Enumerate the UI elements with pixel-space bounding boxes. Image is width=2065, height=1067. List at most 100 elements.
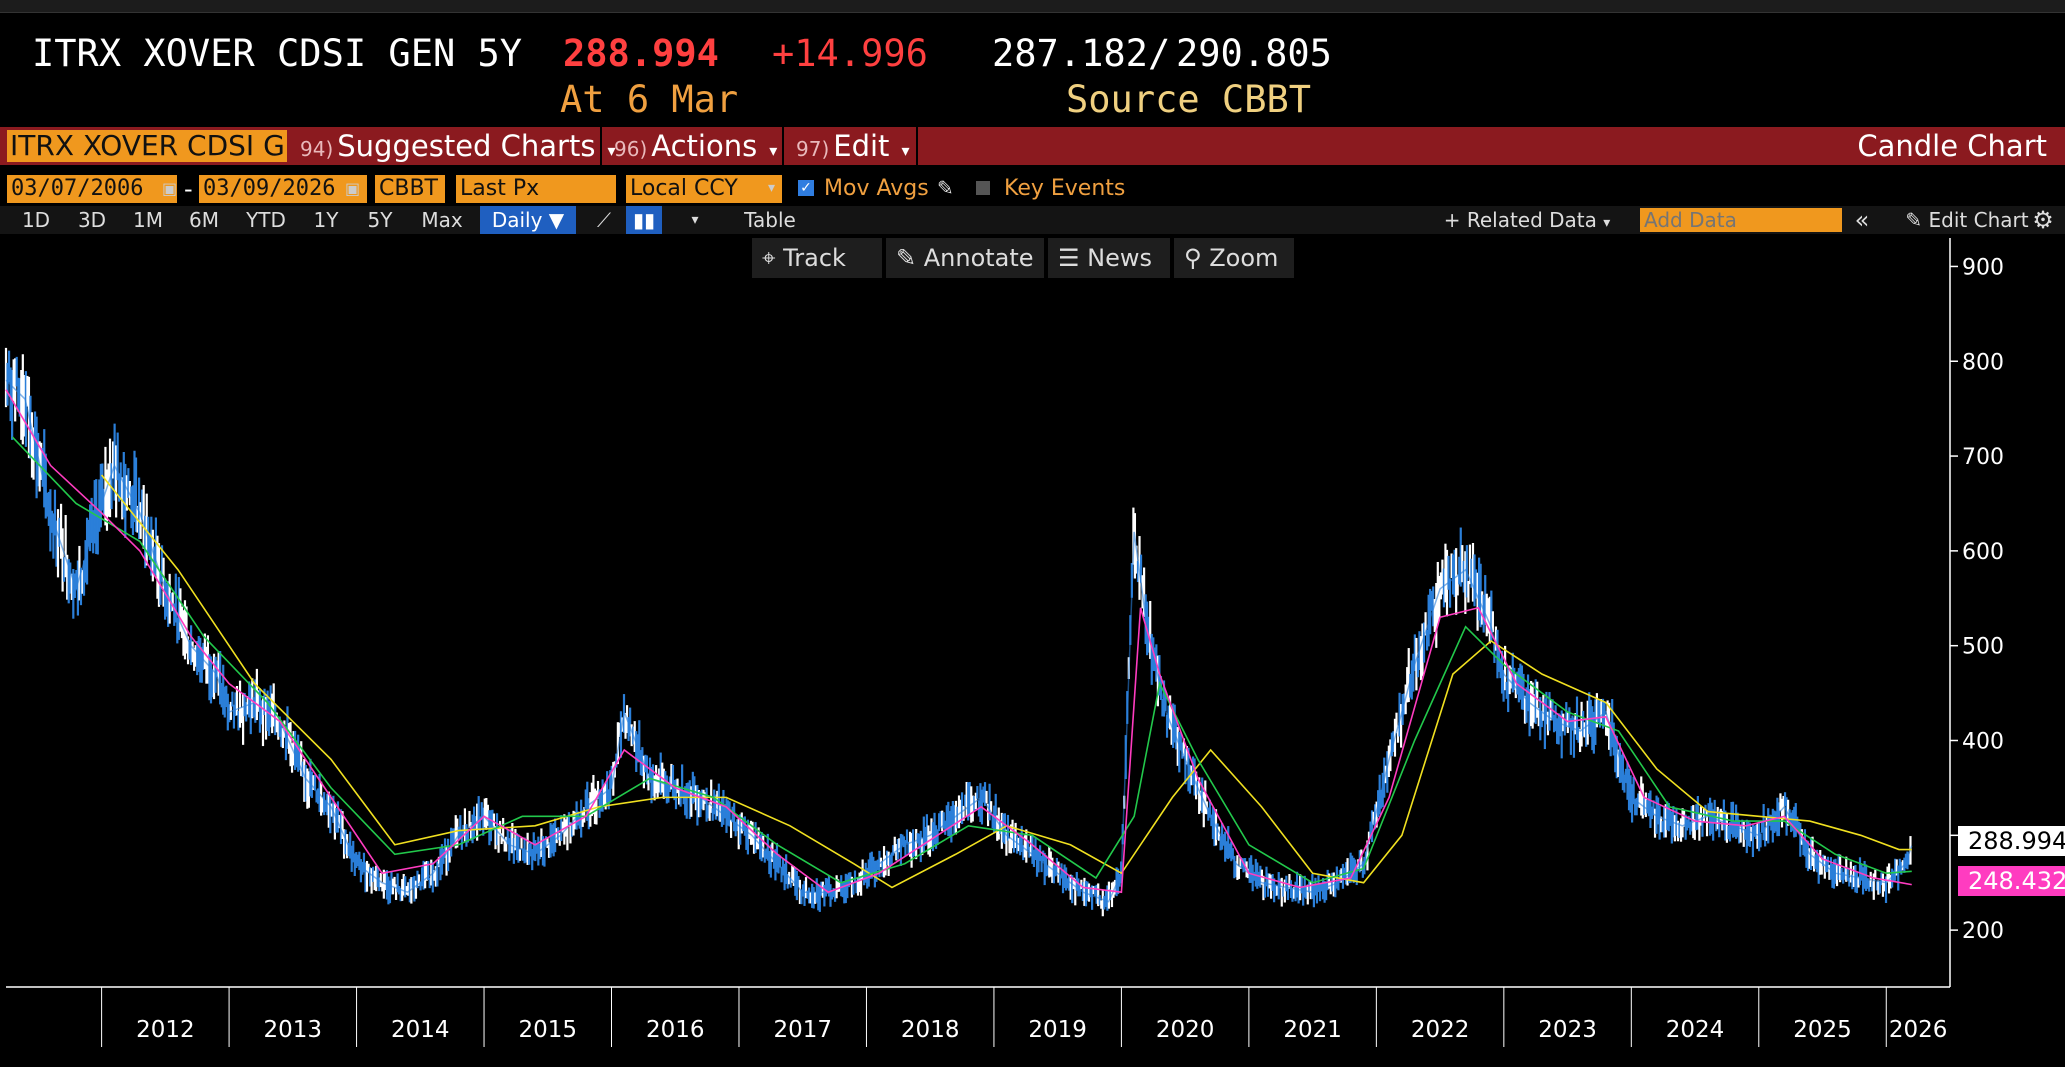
key-events-checkbox[interactable] [976, 181, 990, 195]
date-range-dash: - [184, 175, 193, 203]
security-field[interactable]: ITRX XOVER CDSI GEN 5Y [7, 130, 287, 162]
caret-down-icon: ▾ [769, 141, 778, 160]
source-field[interactable]: CBBT [375, 175, 445, 203]
related-data-menu[interactable]: + Related Data ▾ [1443, 208, 1611, 232]
range-6m[interactable]: 6M [189, 208, 219, 232]
pricing-source: Source CBBT [1066, 78, 1312, 121]
related-data-label: Related Data [1466, 208, 1597, 232]
menu-divider [600, 127, 602, 165]
pencil-icon: ✎ [1905, 208, 1923, 232]
range-3d[interactable]: 3D [77, 208, 107, 232]
caret-down-icon[interactable]: ▾ [768, 180, 776, 196]
ma-medium-series [11, 436, 1912, 884]
range-1d[interactable]: 1D [21, 208, 51, 232]
chart-type-label[interactable]: Candle Chart [1857, 129, 2047, 163]
x-tick-label: 2018 [901, 1017, 960, 1043]
calendar-icon[interactable]: ▣ [162, 179, 178, 198]
collapse-icon[interactable]: « [1854, 206, 1870, 234]
mov-avgs-label[interactable]: Mov Avgs [824, 176, 929, 201]
news-tool[interactable]: ☰ News [1048, 238, 1170, 278]
range-5y[interactable]: 5Y [367, 208, 393, 232]
x-tick-label: 2023 [1538, 1017, 1597, 1043]
y-tick-label: 500 [1962, 635, 2004, 660]
x-tick-label: 2015 [518, 1017, 577, 1043]
annotate-tool[interactable]: ✎ Annotate [886, 238, 1044, 278]
parameter-row: 03/07/2006 ▣ - 03/09/2026 ▣ CBBT Last Px… [0, 172, 2065, 206]
frequency-label: Daily [491, 208, 543, 232]
ma-short-series [5, 389, 1912, 894]
caret-down-icon: ▾ [607, 141, 616, 160]
table-button[interactable]: Table [744, 208, 796, 232]
triangle-down-icon: ▼ [548, 208, 565, 232]
actions-number: 96) [614, 137, 648, 161]
bid-price: 287.182 [992, 32, 1148, 75]
caret-down-icon[interactable]: ▾ [691, 212, 699, 228]
mov-avgs-checkbox[interactable]: ✓ [798, 180, 814, 196]
last-price: 288.994 [563, 32, 719, 75]
edit-chart-button[interactable]: ✎ Edit Chart [1884, 206, 2050, 234]
range-1y[interactable]: 1Y [313, 208, 339, 232]
range-bar: 1D 3D 1M 6M YTD 1Y 5Y Max Daily ▼ ⟋ ▮▮ ▾… [0, 206, 2065, 234]
crosshair-icon: ⌖ [762, 244, 776, 272]
x-tick-label: 2020 [1156, 1017, 1215, 1043]
range-ytd[interactable]: YTD [246, 208, 286, 232]
suggested-charts-menu[interactable]: 94) Suggested Charts ▾ [300, 127, 616, 165]
range-1m[interactable]: 1M [133, 208, 163, 232]
moving-average-tag: 248.432 [1958, 866, 2065, 896]
magnifier-icon: ⚲ [1184, 244, 1202, 272]
caret-down-icon: ▾ [1603, 215, 1611, 231]
edit-chart-label: Edit Chart [1928, 208, 2029, 232]
range-max[interactable]: Max [421, 208, 463, 232]
window-top-strip [0, 0, 2065, 13]
zoom-label: Zoom [1209, 244, 1279, 272]
bid-ask-separator: / [1148, 32, 1171, 75]
x-tick-label: 2025 [1793, 1017, 1852, 1043]
ticker-label: ITRX XOVER CDSI GEN 5Y [32, 32, 523, 75]
as-of-date: At 6 Mar [560, 78, 739, 121]
x-tick-label: 2013 [264, 1017, 323, 1043]
x-tick-label: 2024 [1666, 1017, 1725, 1043]
x-tick-label: 2019 [1028, 1017, 1087, 1043]
list-icon: ☰ [1058, 244, 1080, 272]
add-data-input[interactable] [1640, 208, 1842, 232]
candle-chart-icon[interactable]: ▮▮ [626, 206, 662, 234]
gear-icon[interactable]: ⚙ [2032, 206, 2054, 234]
menu-divider [782, 127, 784, 165]
y-tick-label: 800 [1962, 350, 2004, 375]
calendar-icon[interactable]: ▣ [345, 179, 361, 198]
menu-bar: 94) Suggested Charts ▾ 96) Actions ▾ 97) Edit… [0, 127, 2065, 165]
y-tick-label: 900 [1962, 255, 2004, 280]
actions-menu[interactable]: 96) Actions ▾ [614, 127, 777, 165]
x-tick-label: 2016 [646, 1017, 705, 1043]
price-chart[interactable]: 2003004005006007008009002012201320142015… [0, 238, 2065, 1067]
price-field-select[interactable]: Last Px [456, 175, 616, 203]
end-date-field[interactable]: 03/09/2026 [199, 175, 367, 203]
x-tick-label: 2014 [391, 1017, 450, 1043]
x-tick-label: 2022 [1411, 1017, 1470, 1043]
x-tick-label: 2017 [773, 1017, 832, 1043]
y-tick-label: 700 [1962, 445, 2004, 470]
last-price-tag: 288.994 [1958, 826, 2065, 856]
net-change: +14.996 [772, 32, 928, 75]
caret-down-icon: ▾ [901, 141, 910, 160]
frequency-select[interactable]: Daily ▼ [480, 206, 576, 234]
quote-header: ITRX XOVER CDSI GEN 5Y 288.994 +14.996 2… [0, 12, 2065, 127]
zoom-tool[interactable]: ⚲ Zoom [1174, 238, 1294, 278]
pencil-icon[interactable]: ✎ [937, 176, 954, 200]
x-tick-label: 2012 [136, 1017, 195, 1043]
suggested-charts-number: 94) [300, 137, 334, 161]
start-date-field[interactable]: 03/07/2006 [7, 175, 177, 203]
y-tick-label: 400 [1962, 729, 2004, 754]
menu-divider [916, 127, 918, 165]
y-tick-label: 200 [1962, 919, 2004, 944]
ask-price: 290.805 [1176, 32, 1332, 75]
track-label: Track [783, 244, 846, 272]
currency-select[interactable]: Local CCY [626, 175, 782, 203]
pen-icon: ✎ [896, 244, 917, 272]
news-label: News [1087, 244, 1153, 272]
line-chart-icon[interactable]: ⟋ [597, 208, 611, 232]
track-tool[interactable]: ⌖ Track [752, 238, 882, 278]
edit-menu[interactable]: 97) Edit ▾ [796, 127, 909, 165]
key-events-label[interactable]: Key Events [1004, 176, 1126, 201]
x-tick-label: 2026 [1889, 1017, 1948, 1043]
